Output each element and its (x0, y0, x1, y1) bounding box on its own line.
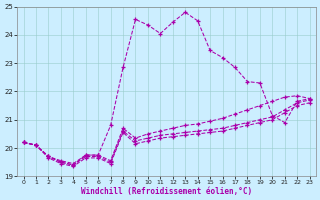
X-axis label: Windchill (Refroidissement éolien,°C): Windchill (Refroidissement éolien,°C) (81, 187, 252, 196)
